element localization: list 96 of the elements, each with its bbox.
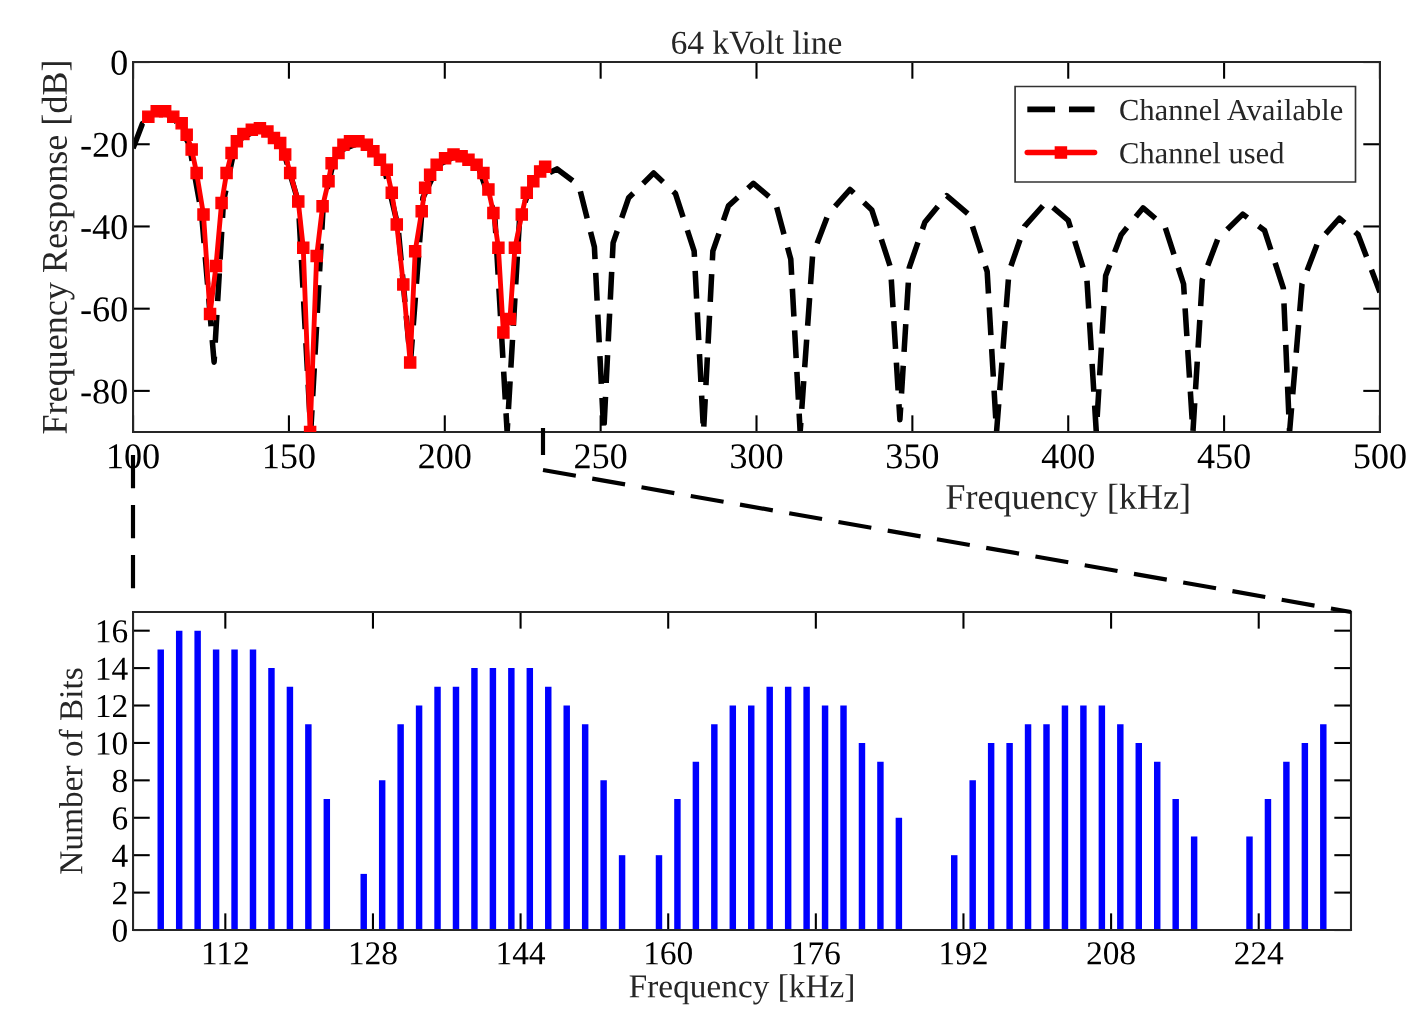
bar — [397, 724, 404, 931]
bar — [545, 686, 552, 931]
chart-title: 64 kVolt line — [672, 30, 842, 55]
bar — [1006, 742, 1013, 931]
bar — [1080, 705, 1087, 931]
bar — [231, 649, 238, 931]
y-tick-label: -40 — [81, 214, 127, 240]
bar — [360, 873, 367, 931]
bar — [1061, 705, 1069, 931]
bar — [563, 705, 570, 931]
bar — [1154, 761, 1161, 931]
bar — [895, 817, 903, 931]
x-tick-label: 100 — [109, 444, 159, 469]
bar — [655, 855, 663, 931]
x-tick-label: 192 — [941, 942, 987, 965]
bar — [526, 668, 534, 931]
x-tick-label: 450 — [1197, 444, 1250, 469]
x-tick-label: 160 — [646, 942, 692, 965]
bar — [1024, 724, 1032, 931]
bar — [1043, 724, 1050, 931]
bar — [858, 742, 866, 931]
bar — [1098, 705, 1106, 931]
y-tick-label: -20 — [81, 132, 127, 158]
bar — [711, 724, 718, 931]
y-axis-title: Number of Bits — [58, 668, 83, 874]
bar — [581, 724, 589, 931]
bar — [821, 705, 829, 931]
bar — [415, 705, 423, 931]
bar — [508, 668, 515, 931]
bar — [618, 855, 626, 931]
y-tick-label: 10 — [97, 732, 127, 755]
bar — [987, 742, 995, 931]
bar — [1264, 799, 1272, 931]
y-tick-label: 16 — [97, 620, 128, 643]
y-tick-label: 0 — [112, 919, 127, 942]
bar — [1283, 761, 1290, 931]
bar — [840, 705, 847, 931]
bar — [969, 780, 976, 931]
bar — [212, 649, 220, 931]
legend-label: Channel used — [1120, 142, 1285, 164]
x-tick-label: 400 — [1041, 444, 1094, 469]
bar — [268, 668, 275, 931]
y-tick-label: 12 — [97, 695, 127, 718]
bar — [452, 686, 460, 931]
bar — [249, 649, 257, 931]
bar — [877, 761, 884, 931]
bar — [1320, 724, 1327, 931]
legend-label: Channel Available — [1120, 98, 1343, 121]
bar — [286, 686, 294, 931]
x-tick-label: 208 — [1087, 942, 1135, 965]
bar — [1246, 836, 1253, 931]
bar — [729, 705, 737, 931]
bar — [1301, 742, 1309, 931]
bar — [766, 686, 773, 931]
bar — [803, 686, 810, 931]
x-tick-label: 200 — [419, 444, 471, 469]
y-tick-label: 4 — [112, 844, 128, 867]
bar — [1172, 799, 1179, 931]
y-tick-label: 14 — [97, 657, 128, 680]
bar — [434, 686, 441, 931]
bar — [1117, 724, 1124, 931]
y-tick-label: 8 — [112, 769, 127, 793]
y-tick-label: 6 — [112, 807, 128, 830]
y-tick-label: 2 — [112, 882, 127, 905]
bar — [194, 630, 201, 931]
x-tick-label: 300 — [731, 444, 783, 469]
bar — [951, 855, 958, 931]
x-tick-label: 128 — [350, 942, 397, 965]
bar — [323, 799, 331, 931]
bar — [175, 630, 183, 931]
x-tick-label: 150 — [265, 444, 315, 469]
x-tick-label: 350 — [887, 444, 939, 469]
x-tick-label: 176 — [793, 942, 840, 965]
bar — [748, 705, 755, 931]
bar — [692, 761, 700, 931]
bar — [1135, 742, 1142, 931]
bar — [378, 780, 386, 931]
bar — [1190, 836, 1198, 931]
y-axis-title: Frequency Response [dB] — [41, 62, 75, 434]
y-tick-label: 0 — [111, 50, 127, 75]
bar — [471, 668, 478, 931]
bar — [674, 799, 681, 931]
bar — [157, 649, 164, 931]
bar — [489, 668, 497, 931]
x-tick-label: 144 — [498, 942, 546, 965]
x-tick-label: 112 — [203, 942, 248, 965]
x-tick-label: 500 — [1354, 444, 1406, 469]
bar — [600, 780, 607, 931]
bar — [305, 724, 312, 931]
x-tick-label: 224 — [1235, 942, 1284, 965]
y-tick-label: -80 — [81, 379, 127, 404]
x-axis-title: Frequency [kHz] — [629, 974, 853, 1005]
x-axis-title: Frequency [kHz] — [946, 483, 1189, 517]
bar — [784, 686, 792, 931]
y-tick-label: -60 — [81, 297, 127, 322]
x-tick-label: 250 — [575, 444, 627, 469]
